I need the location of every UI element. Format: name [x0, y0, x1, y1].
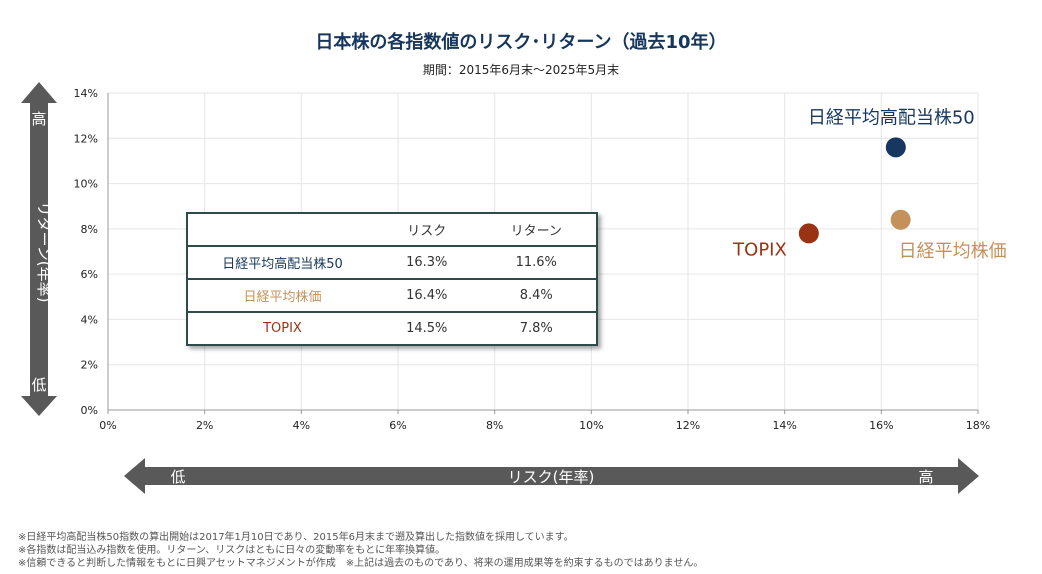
table-cell-return: 7.8% — [476, 311, 597, 345]
y-tick-label: 4% — [81, 313, 98, 326]
table-cell-risk: 16.3% — [376, 245, 477, 279]
x-tick-label: 16% — [869, 419, 893, 432]
table-cell-name: 日経平均高配当株50 — [187, 245, 377, 279]
table-header-cell — [187, 213, 377, 246]
x-tick-label: 8% — [486, 419, 503, 432]
x-tick-label: 14% — [772, 419, 796, 432]
y-tick-label: 6% — [81, 268, 98, 281]
y-arrow-low: 低 — [31, 376, 46, 394]
data-points — [798, 137, 911, 244]
table-cell-name: TOPIX — [187, 311, 377, 345]
table-row: 日経平均高配当株50 16.3% 11.6% — [187, 245, 597, 279]
chart-title: 日本株の各指数値のリスク･リターン（過去10年） — [315, 32, 727, 53]
table-header-cell: リスク — [407, 224, 447, 239]
y-arrow-label: リターン(年率) — [35, 202, 53, 303]
data-point — [798, 223, 819, 244]
x-tick-label: 0% — [99, 419, 116, 432]
footnotes: ※日経平均高配当株50指数の算出開始は2017年1月10日であり、2015年6月… — [18, 531, 703, 570]
x-tick-labels: 0% 2% 4% 6% 8% 10% 12% 14% 16% 18% — [99, 419, 990, 432]
point-labels: 日経平均高配当株50 日経平均株価 TOPIX — [732, 107, 1007, 261]
table-row: 日経平均株価 16.4% 8.4% — [187, 278, 597, 312]
table-header-cell: リターン — [510, 224, 562, 239]
x-tick-label: 4% — [293, 419, 310, 432]
x-arrow-low: 低 — [170, 468, 185, 486]
y-tick-label: 10% — [74, 178, 98, 191]
table-cell-risk: 16.4% — [376, 278, 477, 312]
y-axis-arrow: 高 リターン(年率) 低 — [21, 82, 57, 416]
x-tick-label: 18% — [966, 419, 990, 432]
y-tick-label: 14% — [74, 87, 98, 100]
table-cell-risk: 14.5% — [376, 311, 477, 345]
x-tick-label: 2% — [196, 419, 213, 432]
y-tick-label: 0% — [81, 404, 98, 417]
x-axis-arrow-shape — [124, 458, 979, 494]
point-label: 日経平均高配当株50 — [808, 107, 975, 128]
table-cell-return: 8.4% — [476, 278, 597, 312]
data-point — [885, 137, 906, 158]
x-axis-arrow: 低 リスク(年率) 高 — [124, 458, 979, 494]
table-header-row: リスク リターン — [187, 213, 597, 246]
x-arrow-label: リスク(年率) — [508, 468, 595, 486]
y-tick-label: 8% — [81, 223, 98, 236]
data-point — [890, 209, 911, 230]
point-label: 日経平均株価 — [899, 241, 1007, 262]
footnote: ※日経平均高配当株50指数の算出開始は2017年1月10日であり、2015年6月… — [18, 532, 574, 543]
y-tick-label: 12% — [74, 132, 98, 145]
y-tick-label: 2% — [81, 359, 98, 372]
y-tick-labels: 0% 2% 4% 6% 8% 10% 12% 14% — [74, 87, 98, 417]
y-axis-arrow-shape — [21, 82, 57, 416]
chart-subtitle: 期間：2015年6月末～2025年5月末 — [422, 63, 620, 77]
table-cell-name: 日経平均株価 — [187, 278, 377, 312]
x-tick-label: 10% — [579, 419, 603, 432]
x-tick-label: 6% — [389, 419, 406, 432]
table-cell-return: 11.6% — [476, 245, 597, 279]
table-row: TOPIX 14.5% 7.8% — [187, 311, 597, 345]
x-tick-label: 12% — [676, 419, 700, 432]
point-label: TOPIX — [732, 239, 787, 260]
x-arrow-high: 高 — [918, 468, 933, 486]
risk-return-table: リスク リターン 日経平均高配当株50 16.3% 11.6% 日経平均株価 1… — [186, 212, 598, 346]
y-arrow-high: 高 — [31, 110, 46, 128]
footnote: ※各指数は配当込み指数を使用。リターン、リスクはともに日々の変動率をもとに年率換… — [18, 545, 446, 556]
axes — [107, 93, 979, 414]
footnote: ※信頼できると判断した情報をもとに日興アセットマネジメントが作成 ※上記は過去の… — [18, 558, 704, 569]
